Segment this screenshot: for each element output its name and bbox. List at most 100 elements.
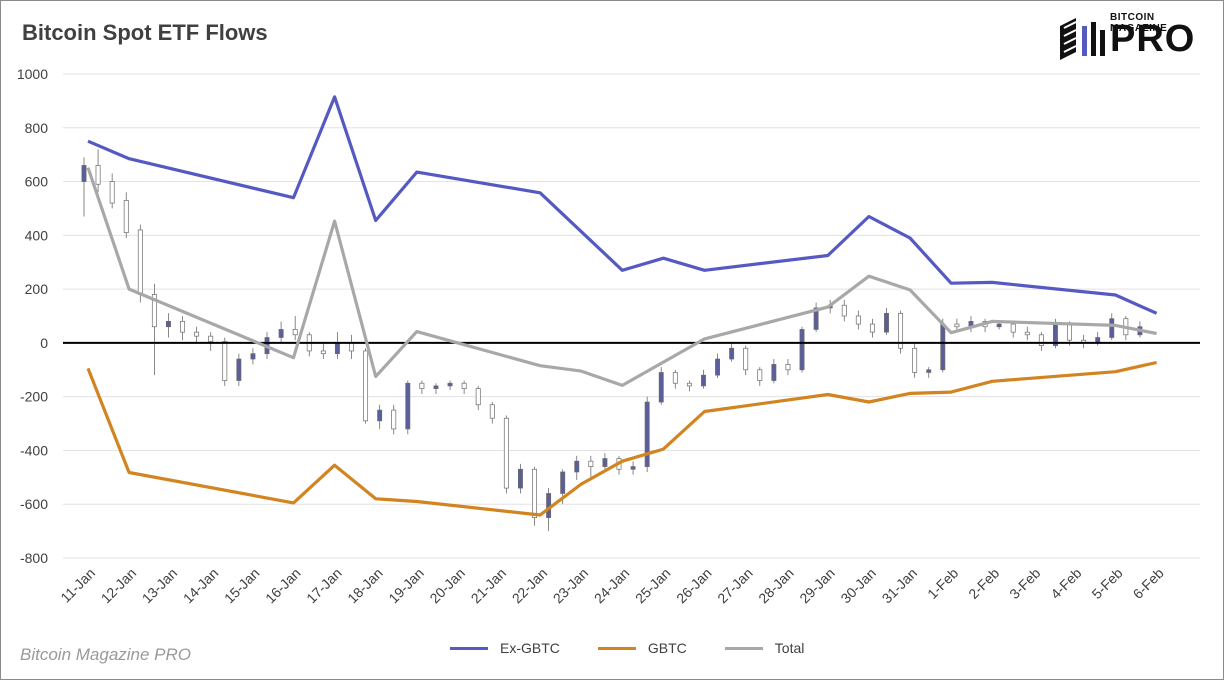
candle-body (320, 350, 326, 354)
candle-body (743, 347, 749, 371)
x-tick-label: 18-Jan (344, 565, 386, 607)
candle-body (855, 315, 861, 325)
candle-body (1024, 331, 1030, 336)
candle-body (151, 294, 157, 328)
x-tick-label: 21-Jan (468, 565, 510, 607)
candle-body (208, 335, 214, 342)
series-line-ex-gbtc (87, 95, 1158, 315)
candle-body (729, 347, 735, 360)
x-tick-label: 29-Jan (796, 565, 838, 607)
candle-body (771, 364, 777, 381)
x-tick-label: 20-Jan (426, 565, 468, 607)
y-tick-label: 600 (25, 174, 49, 190)
candle-body (95, 165, 101, 185)
candle-body (1109, 318, 1115, 338)
x-tick-label: 26-Jan (673, 565, 715, 607)
candle-body (884, 312, 889, 333)
candle-body (602, 458, 608, 467)
candle-body (1067, 323, 1072, 341)
candle-body (701, 374, 706, 387)
candle-body (489, 404, 495, 419)
brand-logo: BITCOIN MAGAZINE PRO (1058, 12, 1208, 60)
x-tick-label: 15-Jan (221, 565, 263, 607)
logo-small-text: BITCOIN MAGAZINE (1110, 12, 1168, 34)
legend-item-gbtc: GBTC (597, 640, 687, 656)
legend-item-total: Total (724, 640, 805, 656)
candle-body (954, 323, 960, 328)
x-tick-label: 6-Feb (1130, 565, 1167, 602)
legend-label-gbtc: GBTC (647, 640, 687, 656)
candle-body (672, 372, 678, 384)
candle-body (123, 200, 129, 233)
y-tick-label: -400 (20, 442, 48, 458)
x-tick-label: 12-Jan (98, 565, 140, 607)
candle-body (250, 353, 256, 360)
candle-body (405, 382, 411, 430)
x-tick-label: 22-Jan (509, 565, 551, 607)
y-tick-label: -600 (20, 496, 48, 512)
x-tick-label: 2-Feb (965, 565, 1002, 602)
x-tick-label: 27-Jan (714, 565, 756, 607)
candle-body (560, 471, 566, 494)
candle-body (349, 342, 354, 352)
candle-body (532, 468, 537, 519)
candle-body (391, 409, 397, 430)
legend-label-ex-gbtc: Ex-GBTC (500, 640, 560, 656)
candle-body (419, 382, 425, 389)
candle-body (517, 468, 523, 489)
x-tick-label: 30-Jan (837, 565, 879, 607)
legend: Ex-GBTC GBTC Total (450, 640, 804, 656)
x-tick-label: 4-Feb (1047, 565, 1084, 602)
candle-body (377, 409, 383, 422)
y-tick-label: 200 (25, 281, 49, 297)
candle-body (644, 401, 650, 467)
series-line-gbtc (86, 360, 1157, 517)
candle-body (574, 460, 580, 473)
candle-body (996, 323, 1002, 328)
legend-label-total: Total (774, 640, 805, 656)
candle-body (503, 417, 509, 489)
x-tick-label: 25-Jan (632, 565, 674, 607)
x-tick-label: 23-Jan (550, 565, 592, 607)
candle-body (841, 304, 847, 317)
candle-body (447, 382, 453, 387)
x-tick-label: 13-Jan (139, 565, 181, 607)
candle-body (715, 358, 721, 376)
candle-body (180, 321, 186, 333)
y-tick-label: 800 (25, 120, 49, 136)
candle-body (1010, 323, 1016, 333)
x-tick-label: 1-Feb (924, 565, 961, 602)
candle-body (109, 181, 115, 204)
candle-body (194, 331, 200, 337)
candle-body (1038, 334, 1044, 346)
x-tick-label: 11-Jan (57, 565, 98, 606)
x-tick-label: 31-Jan (879, 565, 921, 607)
candle-body (292, 329, 298, 336)
x-tick-label: 17-Jan (303, 565, 345, 607)
chart-title: Bitcoin Spot ETF Flows (22, 20, 268, 45)
candle-body (912, 347, 918, 373)
candle-body (940, 323, 946, 371)
candle-body (334, 342, 340, 354)
candle-body (236, 358, 242, 381)
candle-body (278, 329, 284, 338)
candle-body (658, 372, 664, 403)
candle-body (461, 382, 467, 389)
candle-body (785, 364, 791, 371)
candle-body (926, 369, 932, 373)
candle-body (137, 229, 143, 295)
legend-swatch-gbtc (597, 646, 636, 650)
candle-body (630, 466, 636, 470)
legend-swatch-total (724, 646, 763, 650)
candle-body (166, 321, 171, 328)
x-tick-label: 28-Jan (755, 565, 797, 607)
candle-body (869, 323, 875, 333)
y-tick-label: 400 (25, 227, 49, 243)
candle-body (757, 369, 763, 381)
logo-big-text: PRO (1110, 18, 1196, 60)
y-tick-label: -800 (20, 550, 48, 566)
series-line-total (86, 167, 1157, 387)
candle-body (222, 341, 228, 381)
